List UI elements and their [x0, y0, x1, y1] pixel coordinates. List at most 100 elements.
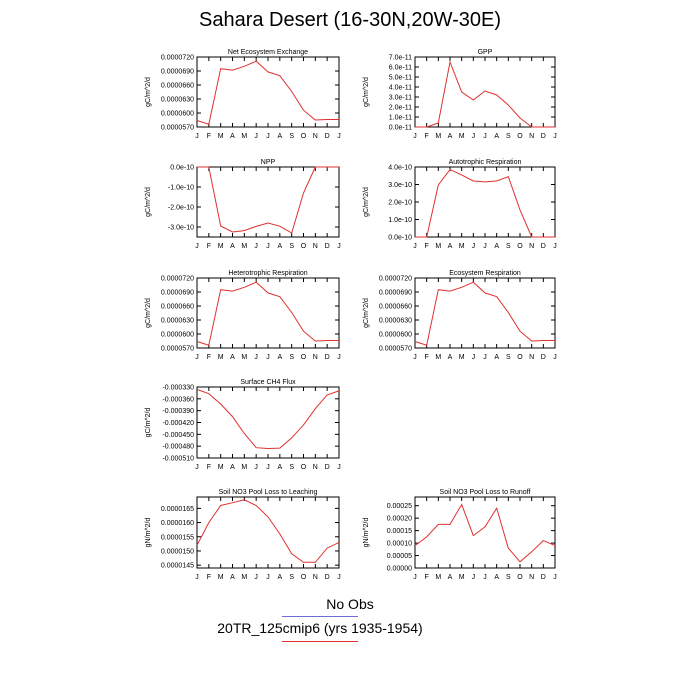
plot-frame — [414, 496, 556, 569]
x-tick-label: J — [195, 574, 199, 581]
page-title: Sahara Desert (16-30N,20W-30E) — [199, 9, 501, 31]
y-axis-label: gC/m^2/d — [363, 77, 370, 107]
x-tick-label: J — [553, 354, 557, 361]
y-axis-label: gC/m^2/d — [363, 187, 370, 217]
y-tick-label: 1.0e-11 — [389, 115, 412, 122]
y-tick-label: 0.00015 — [387, 528, 412, 535]
y-tick-label: -0.000480 — [162, 444, 194, 451]
x-tick-label: N — [313, 133, 318, 140]
x-tick-label: F — [207, 574, 211, 581]
legend-run-line — [282, 641, 358, 642]
x-tick-label: F — [207, 243, 211, 250]
x-tick-label: J — [553, 133, 557, 140]
x-tick-label: J — [266, 354, 270, 361]
panel-title: Net Ecosystem Exchange — [228, 49, 308, 56]
y-tick-label: -2.0e-10 — [168, 205, 194, 212]
plot-frame — [196, 166, 340, 238]
x-tick-label: J — [413, 133, 417, 140]
x-tick-label: S — [289, 354, 294, 361]
x-tick-label: M — [435, 133, 441, 140]
x-tick-label: A — [230, 243, 235, 250]
y-tick-label: 0.0e-10 — [170, 165, 194, 172]
y-axis-label: gC/m^2/d — [145, 298, 152, 328]
panel-title: GPP — [478, 49, 493, 56]
x-tick-label: M — [241, 243, 247, 250]
y-tick-label: -0.000420 — [162, 420, 194, 427]
x-tick-label: J — [413, 574, 417, 581]
series-line — [415, 60, 555, 128]
y-tick-label: 0.0000690 — [161, 69, 194, 76]
y-tick-label: 0.0e-10 — [388, 235, 412, 242]
x-tick-label: A — [230, 354, 235, 361]
y-tick-label: 0.0000570 — [161, 346, 194, 353]
y-axis-label: gN/m^2/d — [363, 518, 370, 548]
y-tick-label: 7.0e-11 — [389, 55, 412, 62]
y-tick-label: 0.0000660 — [161, 304, 194, 311]
x-tick-label: A — [494, 243, 499, 250]
x-tick-label: J — [337, 574, 341, 581]
y-tick-label: 0.0000660 — [379, 304, 412, 311]
legend-obs-label: No Obs — [326, 596, 374, 612]
x-tick-label: J — [266, 464, 270, 471]
x-tick-label: F — [425, 133, 429, 140]
y-tick-label: 0.0000145 — [161, 563, 194, 570]
x-tick-label: A — [277, 133, 282, 140]
x-tick-label: F — [207, 464, 211, 471]
x-tick-label: M — [459, 243, 465, 250]
x-tick-label: J — [472, 243, 476, 250]
x-tick-label: O — [301, 354, 307, 361]
x-tick-label: J — [553, 243, 557, 250]
y-tick-label: 0.0000720 — [161, 55, 194, 62]
x-tick-label: J — [553, 574, 557, 581]
y-tick-label: 0.00010 — [387, 541, 412, 548]
x-tick-label: F — [425, 354, 429, 361]
x-tick-label: N — [529, 574, 534, 581]
plot-frame — [196, 386, 340, 459]
y-tick-label: 0.0000690 — [161, 290, 194, 297]
x-tick-label: S — [289, 133, 294, 140]
y-axis-label: gC/m^2/d — [145, 187, 152, 217]
panel-title: Soil NO3 Pool Loss to Runoff — [440, 489, 531, 496]
y-tick-label: 1.0e-10 — [388, 217, 412, 224]
x-tick-label: M — [218, 243, 224, 250]
y-tick-label: 0.00020 — [387, 516, 412, 523]
x-tick-label: S — [506, 354, 511, 361]
x-tick-label: M — [241, 354, 247, 361]
x-tick-label: O — [301, 574, 307, 581]
x-tick-label: A — [230, 464, 235, 471]
x-tick-label: J — [472, 574, 476, 581]
panel-title: NPP — [261, 159, 276, 166]
y-tick-label: 0.0000570 — [379, 346, 412, 353]
y-tick-label: -3.0e-10 — [168, 225, 194, 232]
x-tick-label: F — [425, 574, 429, 581]
legend-obs-line — [282, 616, 358, 617]
y-tick-label: 4.0e-11 — [389, 85, 412, 92]
x-tick-label: F — [207, 133, 211, 140]
x-tick-label: O — [301, 133, 307, 140]
x-tick-label: J — [337, 354, 341, 361]
x-tick-label: J — [337, 133, 341, 140]
x-tick-label: M — [459, 354, 465, 361]
x-tick-label: A — [494, 574, 499, 581]
y-axis-label: gC/m^2/d — [363, 298, 370, 328]
x-tick-label: J — [195, 354, 199, 361]
y-tick-label: 0.00000 — [387, 566, 412, 573]
y-axis-label: gC/m^2/d — [145, 77, 152, 107]
y-tick-label: -0.000330 — [162, 385, 194, 392]
x-tick-label: J — [413, 243, 417, 250]
y-tick-label: 0.0000150 — [161, 548, 194, 555]
x-tick-label: D — [541, 133, 546, 140]
x-tick-label: A — [230, 574, 235, 581]
x-tick-label: O — [517, 354, 523, 361]
legend-run-label: 20TR_125cmip6 (yrs 1935-1954) — [217, 620, 423, 636]
x-tick-label: A — [277, 464, 282, 471]
series-line — [196, 499, 340, 563]
x-tick-label: S — [506, 243, 511, 250]
x-tick-label: M — [218, 354, 224, 361]
x-tick-label: F — [207, 354, 211, 361]
x-tick-label: J — [266, 243, 270, 250]
